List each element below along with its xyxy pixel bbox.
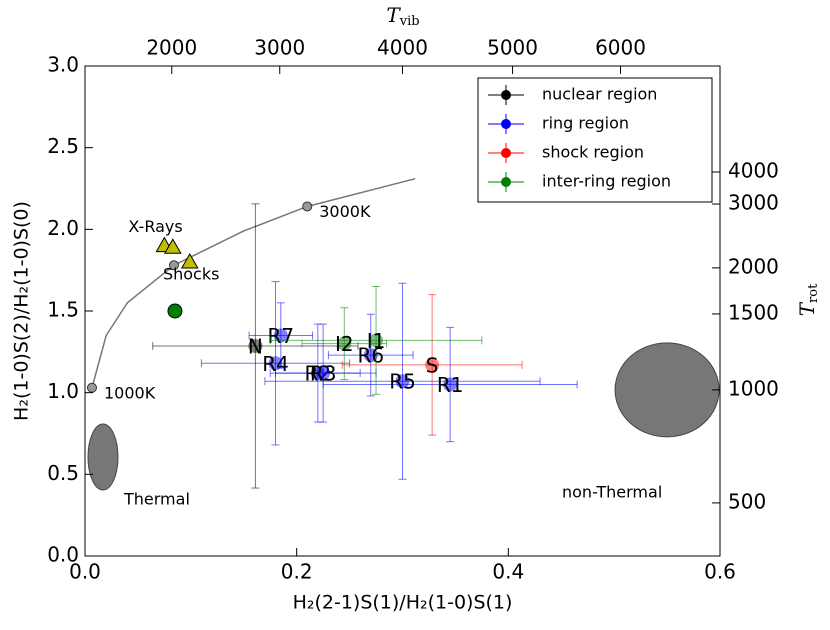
x2-axis-label-subscript: vib	[399, 14, 420, 29]
legend-swatch	[501, 90, 511, 100]
thermal-region	[87, 423, 119, 491]
y2-axis-label: Trot	[795, 283, 821, 316]
x-tick-label: 0.4	[492, 560, 524, 584]
point-label: R4	[262, 352, 289, 376]
point	[337, 336, 352, 351]
x2-tick-label: 5000	[487, 36, 538, 60]
point	[395, 374, 410, 389]
x2-tick-label: 4000	[377, 36, 428, 60]
legend-swatch	[501, 119, 511, 129]
legend-label: inter-ring region	[542, 172, 671, 191]
point	[273, 328, 288, 343]
legend-swatch	[501, 177, 511, 187]
model-point	[167, 303, 183, 319]
x2-tick-label: 2000	[146, 36, 197, 60]
legend-label: shock region	[542, 143, 644, 162]
legend-label: ring region	[542, 114, 629, 133]
point-label: R6	[357, 344, 384, 368]
model-label: X-Rays	[128, 217, 182, 236]
y2-tick-label: 2000	[728, 254, 779, 278]
temperature-point	[86, 382, 97, 393]
point-label: R7	[267, 324, 294, 348]
point	[268, 356, 283, 371]
y-axis-label: H₂(1-0)S(2)/H₂(1-0)S(0)	[11, 201, 33, 421]
y2-tick-label: 500	[728, 489, 766, 513]
point-label: R3	[310, 362, 337, 386]
point-label: N	[248, 334, 263, 358]
x-tick-label: 0.2	[281, 560, 313, 584]
model-point	[180, 252, 199, 269]
x2-tick-label: 3000	[254, 36, 305, 60]
y-tick-label: 1.0	[47, 379, 79, 403]
legend-label: nuclear region	[542, 85, 657, 104]
y-tick-label: 1.5	[47, 298, 79, 322]
y2-axis-label-symbol: T	[795, 301, 819, 316]
point-label: R1	[437, 373, 464, 397]
point-label: R5	[389, 370, 416, 394]
point-label: I1	[367, 329, 386, 353]
y2-axis-label-subscript: rot	[806, 283, 821, 303]
point-label: I2	[335, 332, 354, 356]
temperature-label: 3000K	[319, 202, 371, 221]
model-label: Shocks	[163, 265, 219, 284]
legend-swatch	[501, 148, 511, 158]
temperature-point	[302, 201, 313, 212]
x-axis-label: H₂(2-1)S(1)/H₂(1-0)S(1)	[293, 592, 513, 614]
y2-tick-label: 1500	[728, 300, 779, 324]
x2-axis-label-symbol: T	[386, 3, 401, 27]
x-tick-label: 0.0	[69, 560, 101, 584]
temperature-point	[168, 260, 179, 271]
point-label: S	[426, 353, 439, 377]
point	[248, 338, 263, 353]
y2-tick-label: 3000	[728, 191, 779, 215]
non-thermal-region	[614, 342, 720, 438]
point	[425, 357, 440, 372]
y-tick-label: 2.5	[47, 134, 79, 158]
y2-tick-label: 1000	[728, 376, 779, 400]
model-point	[163, 238, 182, 254]
x-tick-label: 0.6	[704, 560, 736, 584]
y-tick-label: 2.0	[47, 216, 79, 240]
y-tick-label: 3.0	[47, 53, 79, 77]
region-label: Thermal	[123, 490, 190, 509]
x2-tick-label: 6000	[595, 36, 646, 60]
point	[316, 366, 331, 381]
x2-axis-label: Tvib	[386, 3, 419, 29]
y2-tick-label: 4000	[728, 159, 779, 183]
legend-box	[477, 77, 713, 203]
y-tick-label: 0.5	[47, 461, 79, 485]
y-tick-label: 0.0	[47, 543, 79, 567]
point	[363, 348, 378, 363]
region-label: non-Thermal	[562, 483, 662, 502]
temperature-label: 1000K	[104, 383, 156, 402]
